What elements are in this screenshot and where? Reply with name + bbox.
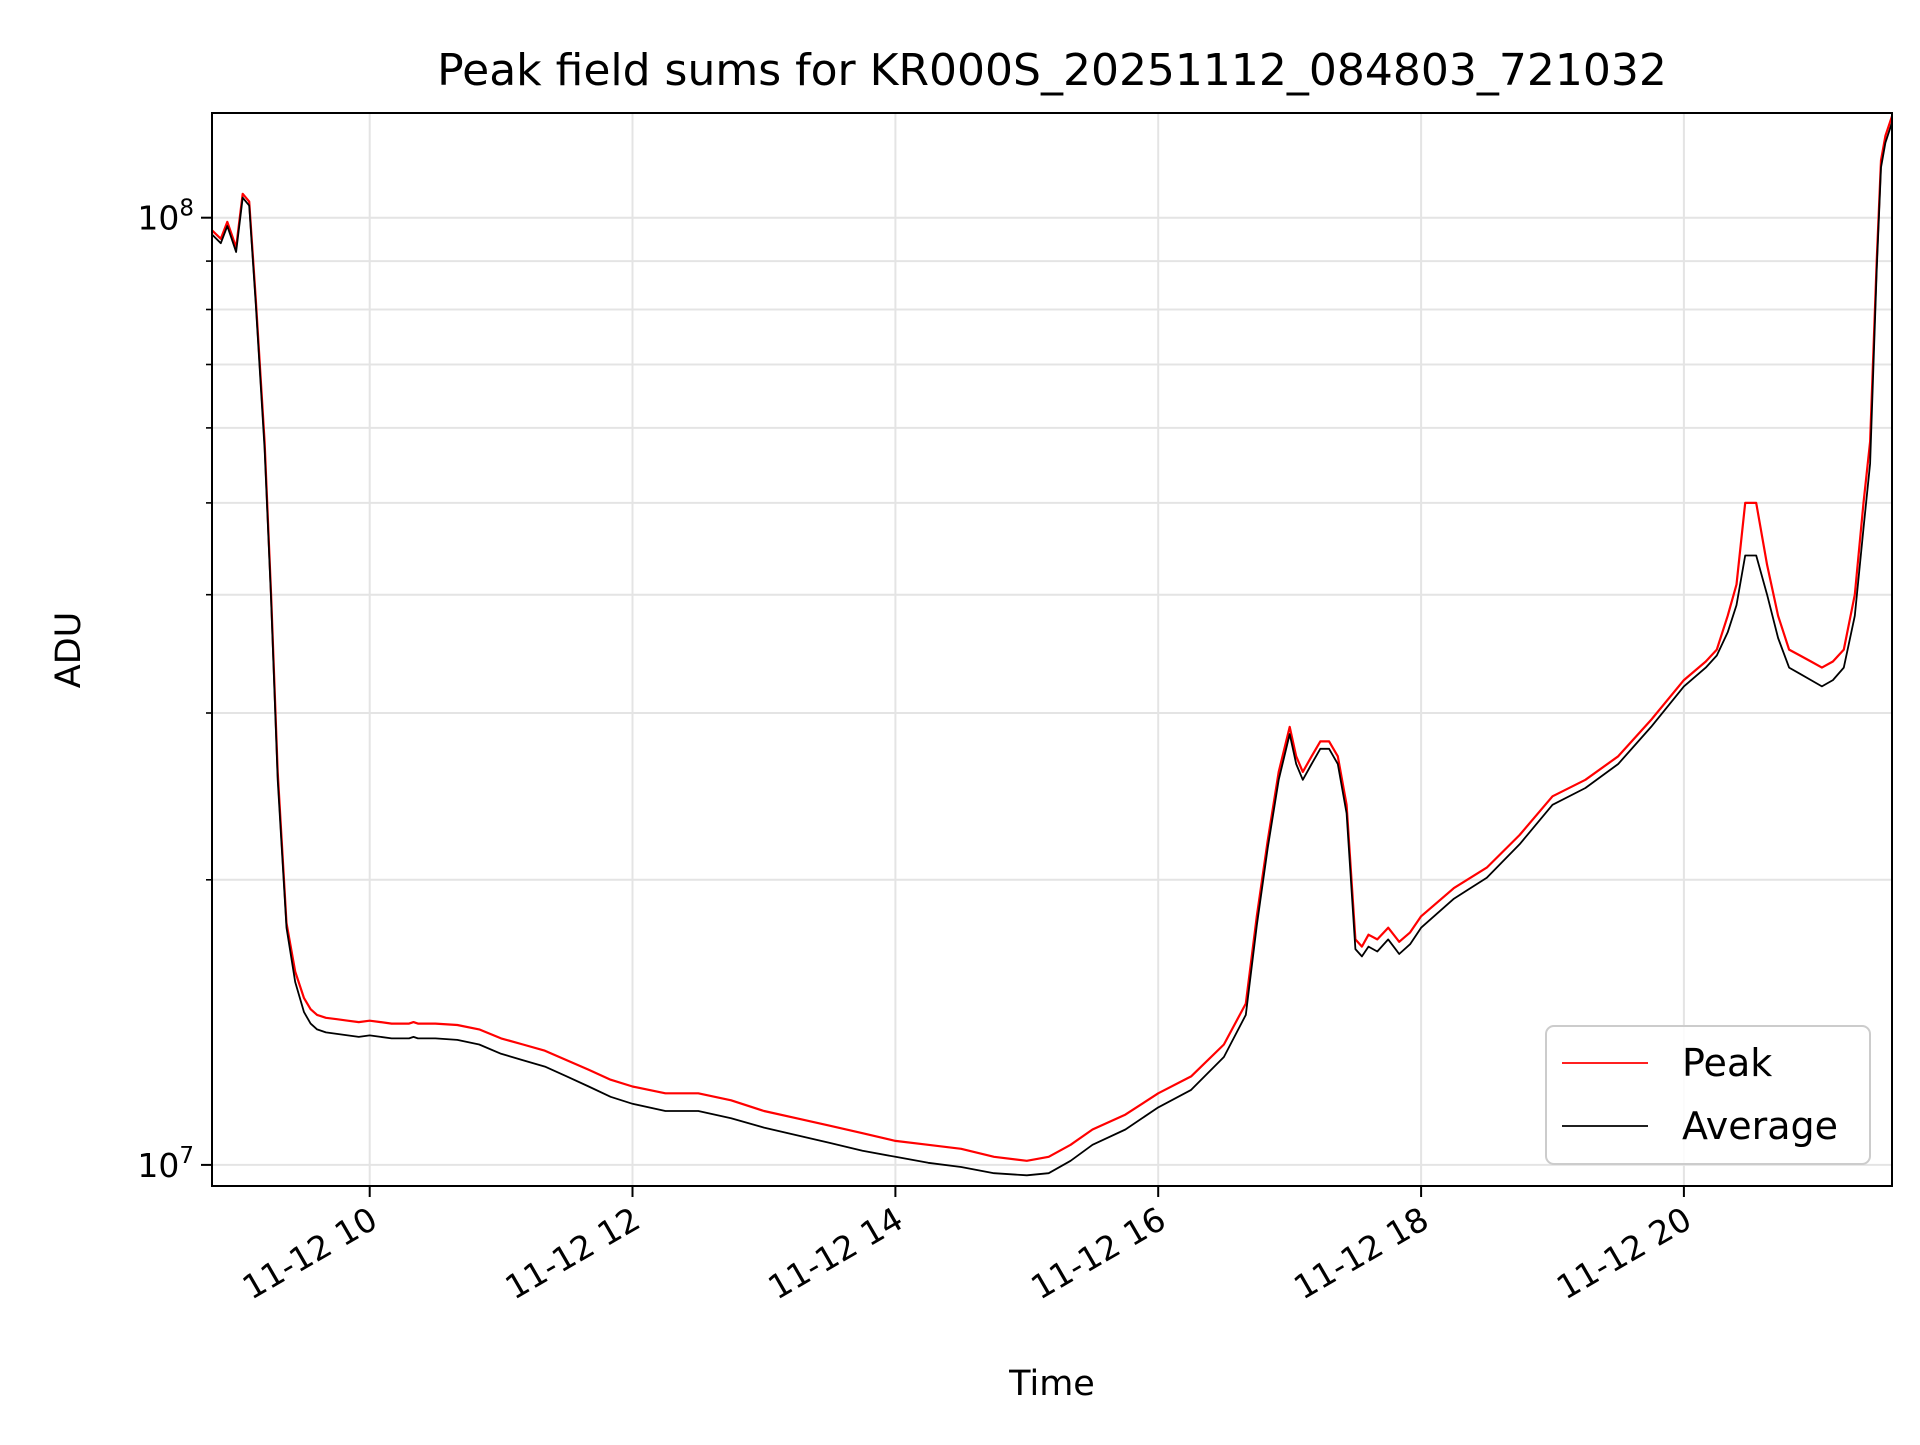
series-layer: [211, 115, 1894, 1177]
grid: [212, 113, 1892, 1186]
legend-label-peak: Peak: [1682, 1041, 1772, 1085]
y-tick-label: 108: [137, 196, 194, 238]
legend-label-average: Average: [1682, 1104, 1838, 1148]
y-tick-label: 107: [137, 1143, 194, 1185]
legend: Peak Average: [1545, 1025, 1871, 1165]
y-axis-label: ADU: [49, 612, 89, 689]
series-line-average: [211, 122, 1893, 1177]
series-line-peak: [211, 115, 1894, 1162]
x-axis-label: Time: [1008, 1364, 1095, 1404]
legend-box: [1545, 1025, 1871, 1165]
chart-title: Peak field sums for KR000S_20251112_0848…: [437, 45, 1667, 96]
plot-frame: [211, 112, 1893, 1187]
